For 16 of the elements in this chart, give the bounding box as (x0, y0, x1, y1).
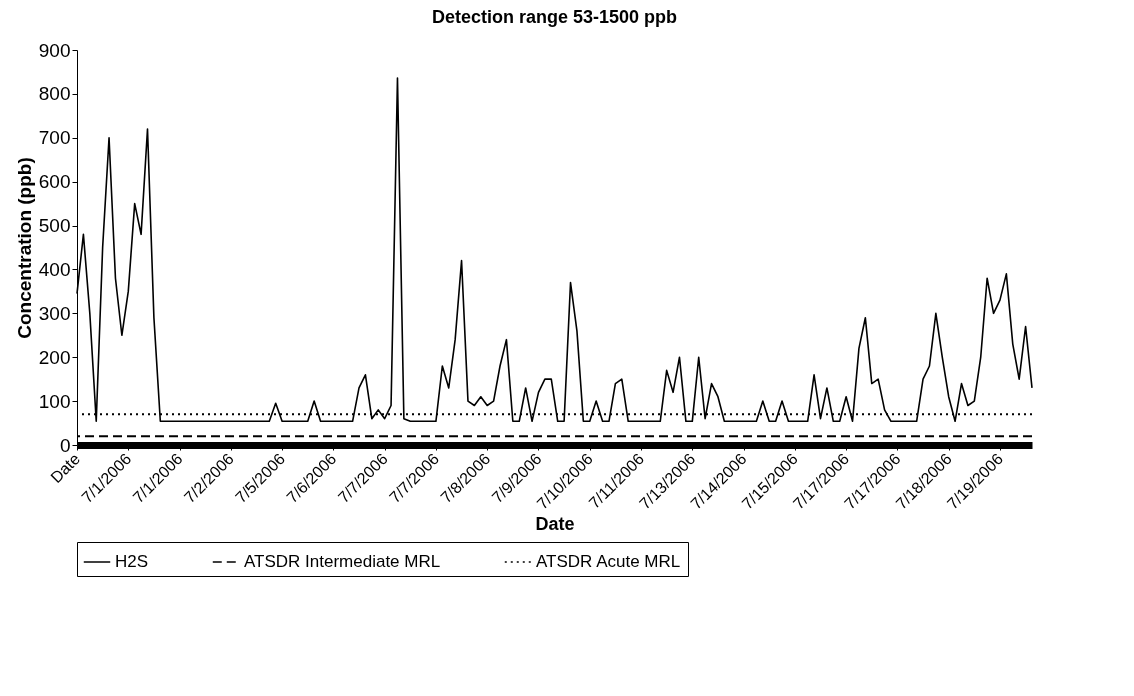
y-tick-label: 200 (38, 346, 71, 368)
y-tick-label: 100 (38, 390, 71, 412)
legend-label: ATSDR Acute MRL (536, 552, 681, 571)
chart-title: Detection range 53-1500 ppb (431, 7, 678, 27)
y-tick-label: 300 (38, 302, 71, 324)
y-tick-label: 400 (38, 258, 71, 280)
y-tick-label: 600 (38, 171, 71, 193)
y-tick-label: 800 (38, 83, 71, 105)
y-tick-label: 0 (59, 434, 71, 456)
y-axis-title: Concentration (ppb) (13, 157, 35, 339)
legend-label: H2S (115, 552, 149, 571)
legend-label: ATSDR Intermediate MRL (244, 552, 441, 571)
y-tick-label: 900 (38, 39, 71, 61)
x-axis-title: Date (535, 514, 575, 535)
y-tick-label: 700 (38, 127, 71, 149)
y-tick-label: 500 (38, 215, 71, 237)
